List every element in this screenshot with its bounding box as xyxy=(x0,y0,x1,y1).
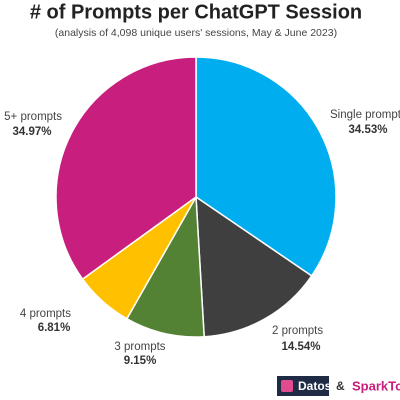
pie-slice xyxy=(55,56,197,281)
brand: SparkToro xyxy=(352,378,400,393)
pie-slice xyxy=(125,194,205,338)
value-label: 14.54% xyxy=(281,341,320,353)
slice-label: 2 prompts xyxy=(272,325,323,337)
chart-title: # of Prompts per ChatGPT Session xyxy=(30,1,362,23)
logo-icon xyxy=(281,380,293,392)
brand: Datos xyxy=(298,379,332,393)
value-label: 34.53% xyxy=(348,124,387,136)
chart-subtitle: (analysis of 4,098 unique users' session… xyxy=(55,27,337,39)
slice-label: 4 prompts xyxy=(20,308,71,320)
value-label: 6.81% xyxy=(38,322,71,334)
footer: Datos & SparkToro xyxy=(277,376,400,396)
pie-slice xyxy=(195,56,337,277)
pie-slice xyxy=(195,195,313,338)
slice-label: Single prompt xyxy=(330,109,400,121)
value-label: 34.97% xyxy=(12,126,51,138)
value-label: 9.15% xyxy=(124,355,157,367)
slice-label: 5+ prompts xyxy=(4,111,62,123)
slice-label: 3 prompts xyxy=(114,341,165,353)
joiner: & xyxy=(336,379,345,393)
